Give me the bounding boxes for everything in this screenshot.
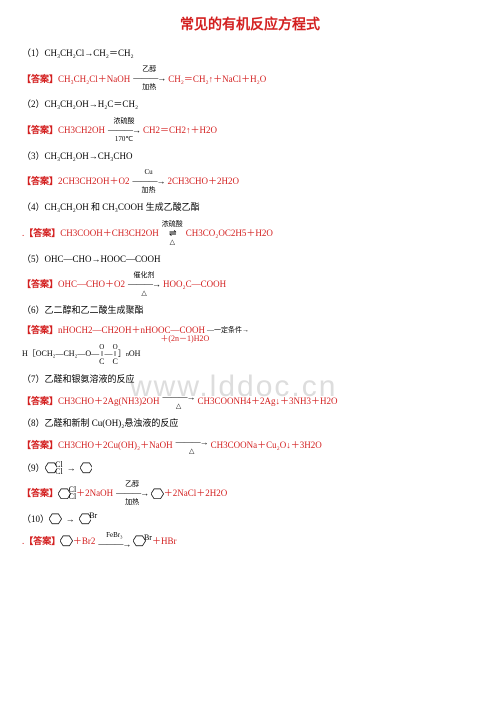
question-line: （9）ClCl→ [22, 461, 478, 475]
question-line: （7）乙醛和银氨溶液的反应 [22, 372, 478, 386]
answer-line: 【答案】CH₃CH₂Cl＋NaOH乙醇———→加热CH₂＝CH₂↑＋NaCl＋H… [22, 66, 478, 91]
page-title: 常见的有机反应方程式 [22, 14, 478, 34]
answer-line: 【答案】CH3CHO＋2Cu(OH)₂＋NaOH———→△CH3COONa＋Cu… [22, 437, 478, 455]
question-line: （3）CH₃CH₂OH→CH₃CHO [22, 149, 478, 163]
question-line: （4）CH₃CH₂OH 和 CH₃COOH 生成乙酸乙酯 [22, 200, 478, 214]
answer-line: 【答案】OHC—CHO＋O2催化剂———→△HOO₂C—COOH [22, 272, 478, 297]
question-line: （8）乙醛和新制 Cu(OH)₂悬浊液的反应 [22, 416, 478, 430]
document-content: 常见的有机反应方程式 （1）CH₃CH₂Cl→CH₂＝CH₂ 【答案】CH₃CH₂… [22, 14, 478, 550]
question-line: （6）乙二醇和乙二酸生成聚酯 [22, 303, 478, 317]
question-line: （10）→Br [22, 512, 478, 526]
answer-line: 【答案】ClCl＋2NaOH乙醇———→加热＋2NaCl＋2H2O [22, 481, 478, 506]
answer-line: 【答案】nHOCH2—CH2OH＋nHOOC—COOH—一定条件→ [22, 323, 478, 337]
answer-line: .【答案】＋Br2FeBr₃———→Br＋HBr [22, 532, 478, 550]
polymer-formula: H［OCH₂—CH₂—O— O‖C — O‖C ］nOH ＋(2n－1)H2O [22, 344, 478, 366]
answer-line: 【答案】CH3CHO＋2Ag(NH3)2OH———→△CH3COONH4＋2Ag… [22, 392, 478, 410]
question-line: （5）OHC—CHO→HOOC—COOH [22, 252, 478, 266]
question-line: （2）CH₃CH₂OH→H₂C＝CH₂ [22, 97, 478, 111]
answer-line: 【答案】CH3CH2OH浓硫酸———→170℃CH2＝CH2↑＋H2O [22, 118, 478, 143]
question-line: （1）CH₃CH₂Cl→CH₂＝CH₂ [22, 46, 478, 60]
answer-line: 【答案】2CH3CH2OH＋O2Cu———→加热2CH3CHO＋2H2O [22, 169, 478, 194]
answer-line: .【答案】CH3COOH＋CH3CH2OH浓硫酸⇌△CH3CO₂OC2H5＋H2… [22, 221, 478, 246]
